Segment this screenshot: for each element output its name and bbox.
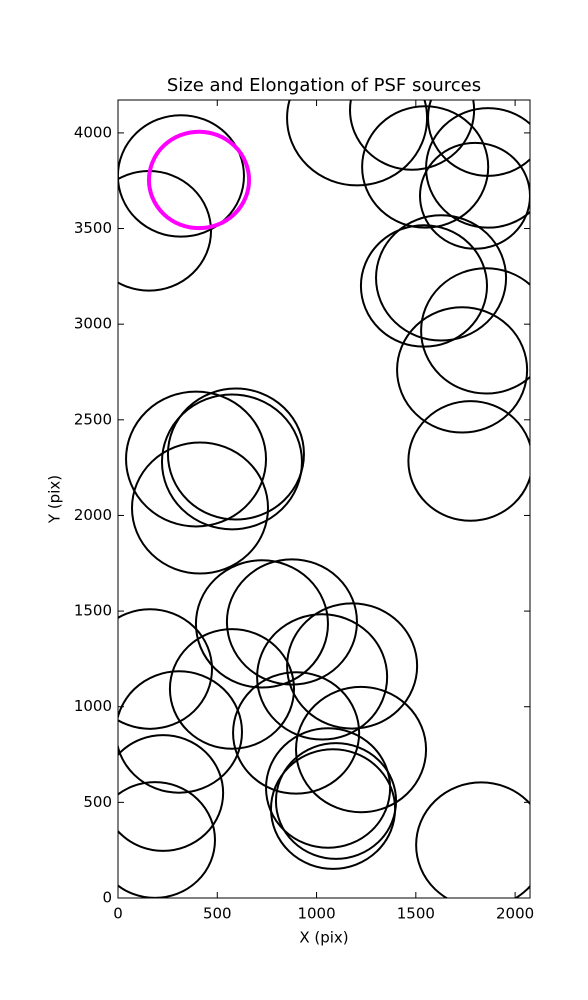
psf-source <box>286 100 429 187</box>
y-tick-label: 0 <box>102 889 112 907</box>
psf-source <box>168 628 296 750</box>
y-tick-label: 4000 <box>74 123 112 141</box>
psf-source <box>256 613 389 741</box>
x-tick-label: 1000 <box>297 905 335 923</box>
psf-source <box>118 734 225 852</box>
psf-source <box>349 100 476 171</box>
psf-source <box>225 558 358 686</box>
x-tick-label: 1500 <box>397 905 435 923</box>
psf-source <box>425 107 530 229</box>
psf-source <box>269 748 397 870</box>
psf-source <box>130 441 270 575</box>
psf-source <box>125 390 268 528</box>
psf-source <box>407 400 530 522</box>
y-axis-label: Y (pix) <box>46 475 64 524</box>
y-tick-label: 3500 <box>74 219 112 237</box>
y-tick-label: 3000 <box>74 315 112 333</box>
y-tick-label: 1000 <box>74 697 112 715</box>
psf-source <box>375 214 508 342</box>
psf-source <box>232 671 361 795</box>
x-tick-label: 500 <box>203 905 232 923</box>
psf-source <box>118 670 243 794</box>
psf-source <box>286 602 419 730</box>
chart-title: Size and Elongation of PSF sources <box>167 75 481 96</box>
axes-frame <box>117 99 531 899</box>
psf-source <box>359 224 489 348</box>
psf-source <box>427 100 530 177</box>
psf-source <box>146 129 252 231</box>
psf-source <box>361 105 490 229</box>
psf-source <box>274 742 398 860</box>
psf-source <box>194 559 329 689</box>
y-tick-label: 500 <box>83 793 112 811</box>
psf-source <box>420 267 530 395</box>
x-tick-label: 0 <box>113 905 123 923</box>
x-tick-label: 2000 <box>496 905 534 923</box>
psf-source <box>415 781 530 898</box>
x-axis-label: X (pix) <box>299 929 348 947</box>
psf-source <box>295 685 428 814</box>
psf-source <box>166 387 305 521</box>
y-tick-label: 1500 <box>74 602 112 620</box>
psf-source <box>160 393 303 531</box>
psf-source <box>419 141 530 250</box>
psf-source <box>118 608 213 730</box>
y-tick-label: 2500 <box>74 410 112 428</box>
psf-source <box>118 114 245 238</box>
plot-area <box>118 100 530 898</box>
psf-source <box>265 727 392 849</box>
y-tick-label: 2000 <box>74 506 112 524</box>
psf-source <box>396 306 529 434</box>
